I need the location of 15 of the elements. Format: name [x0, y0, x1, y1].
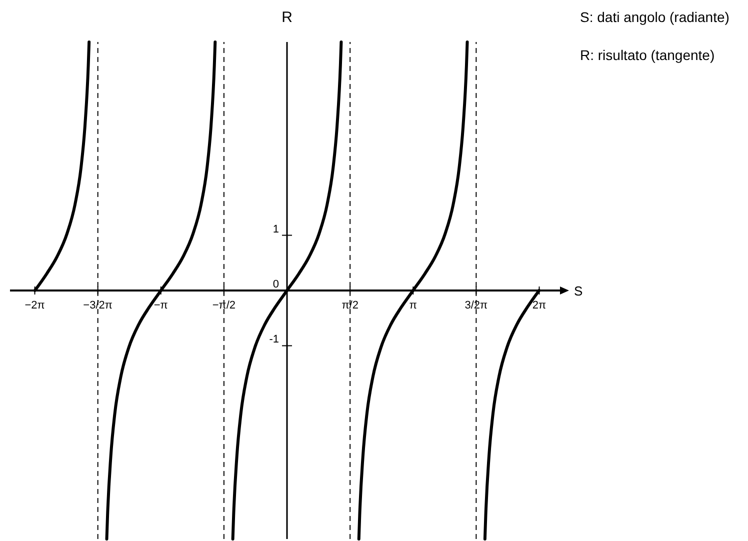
x-tick-label: −π/2 [212, 300, 236, 312]
x-tick-label: −π [154, 300, 168, 312]
y-axis-title: R [282, 9, 293, 26]
x-tick-label: 2π [532, 300, 547, 312]
x-axis-title: S [574, 284, 583, 298]
text: S: dati angolo (radiante) [580, 9, 730, 25]
y-tick-label: 1 [272, 223, 280, 236]
x-tick-label: −2π [24, 300, 46, 312]
y-tick-label: 0 [272, 278, 280, 290]
text: R: risultato (tangente) [580, 47, 715, 63]
x-tick-label: 3/2π [464, 300, 488, 312]
y-tick-label: -1 [269, 334, 280, 346]
x-tick-label: π/2 [342, 300, 358, 312]
x-tick-label: π [409, 300, 418, 312]
x-tick-label: −3/2π [83, 300, 113, 312]
